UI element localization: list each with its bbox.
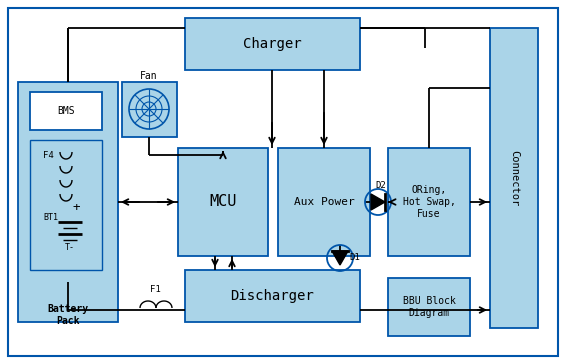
Bar: [185, 18, 360, 70]
Text: D1: D1: [350, 253, 360, 262]
Text: Battery
Pack: Battery Pack: [48, 304, 89, 326]
Text: Connector: Connector: [509, 150, 519, 206]
Polygon shape: [332, 251, 348, 265]
Polygon shape: [371, 194, 385, 210]
Bar: [30, 92, 102, 130]
Text: MCU: MCU: [210, 194, 237, 210]
Text: Aux Power: Aux Power: [294, 197, 354, 207]
Text: F1: F1: [149, 285, 160, 294]
Bar: [490, 28, 538, 328]
Text: Discharger: Discharger: [230, 289, 314, 303]
Bar: [122, 82, 177, 137]
Text: BT1: BT1: [43, 214, 58, 222]
Bar: [30, 140, 102, 270]
Bar: [388, 148, 470, 256]
Text: +: +: [72, 202, 80, 214]
Bar: [18, 82, 118, 322]
Text: D2: D2: [375, 181, 386, 190]
Bar: [388, 278, 470, 336]
Text: F4: F4: [43, 150, 54, 159]
Bar: [278, 148, 370, 256]
Text: BBU Block
Diagram: BBU Block Diagram: [403, 296, 456, 318]
Text: BMS: BMS: [57, 106, 75, 116]
Text: Fan: Fan: [140, 71, 158, 81]
Bar: [178, 148, 268, 256]
Text: ORing,
Hot Swap,
Fuse: ORing, Hot Swap, Fuse: [403, 185, 456, 219]
Text: Charger: Charger: [243, 37, 301, 51]
Text: T-: T-: [65, 244, 75, 253]
Bar: [185, 270, 360, 322]
